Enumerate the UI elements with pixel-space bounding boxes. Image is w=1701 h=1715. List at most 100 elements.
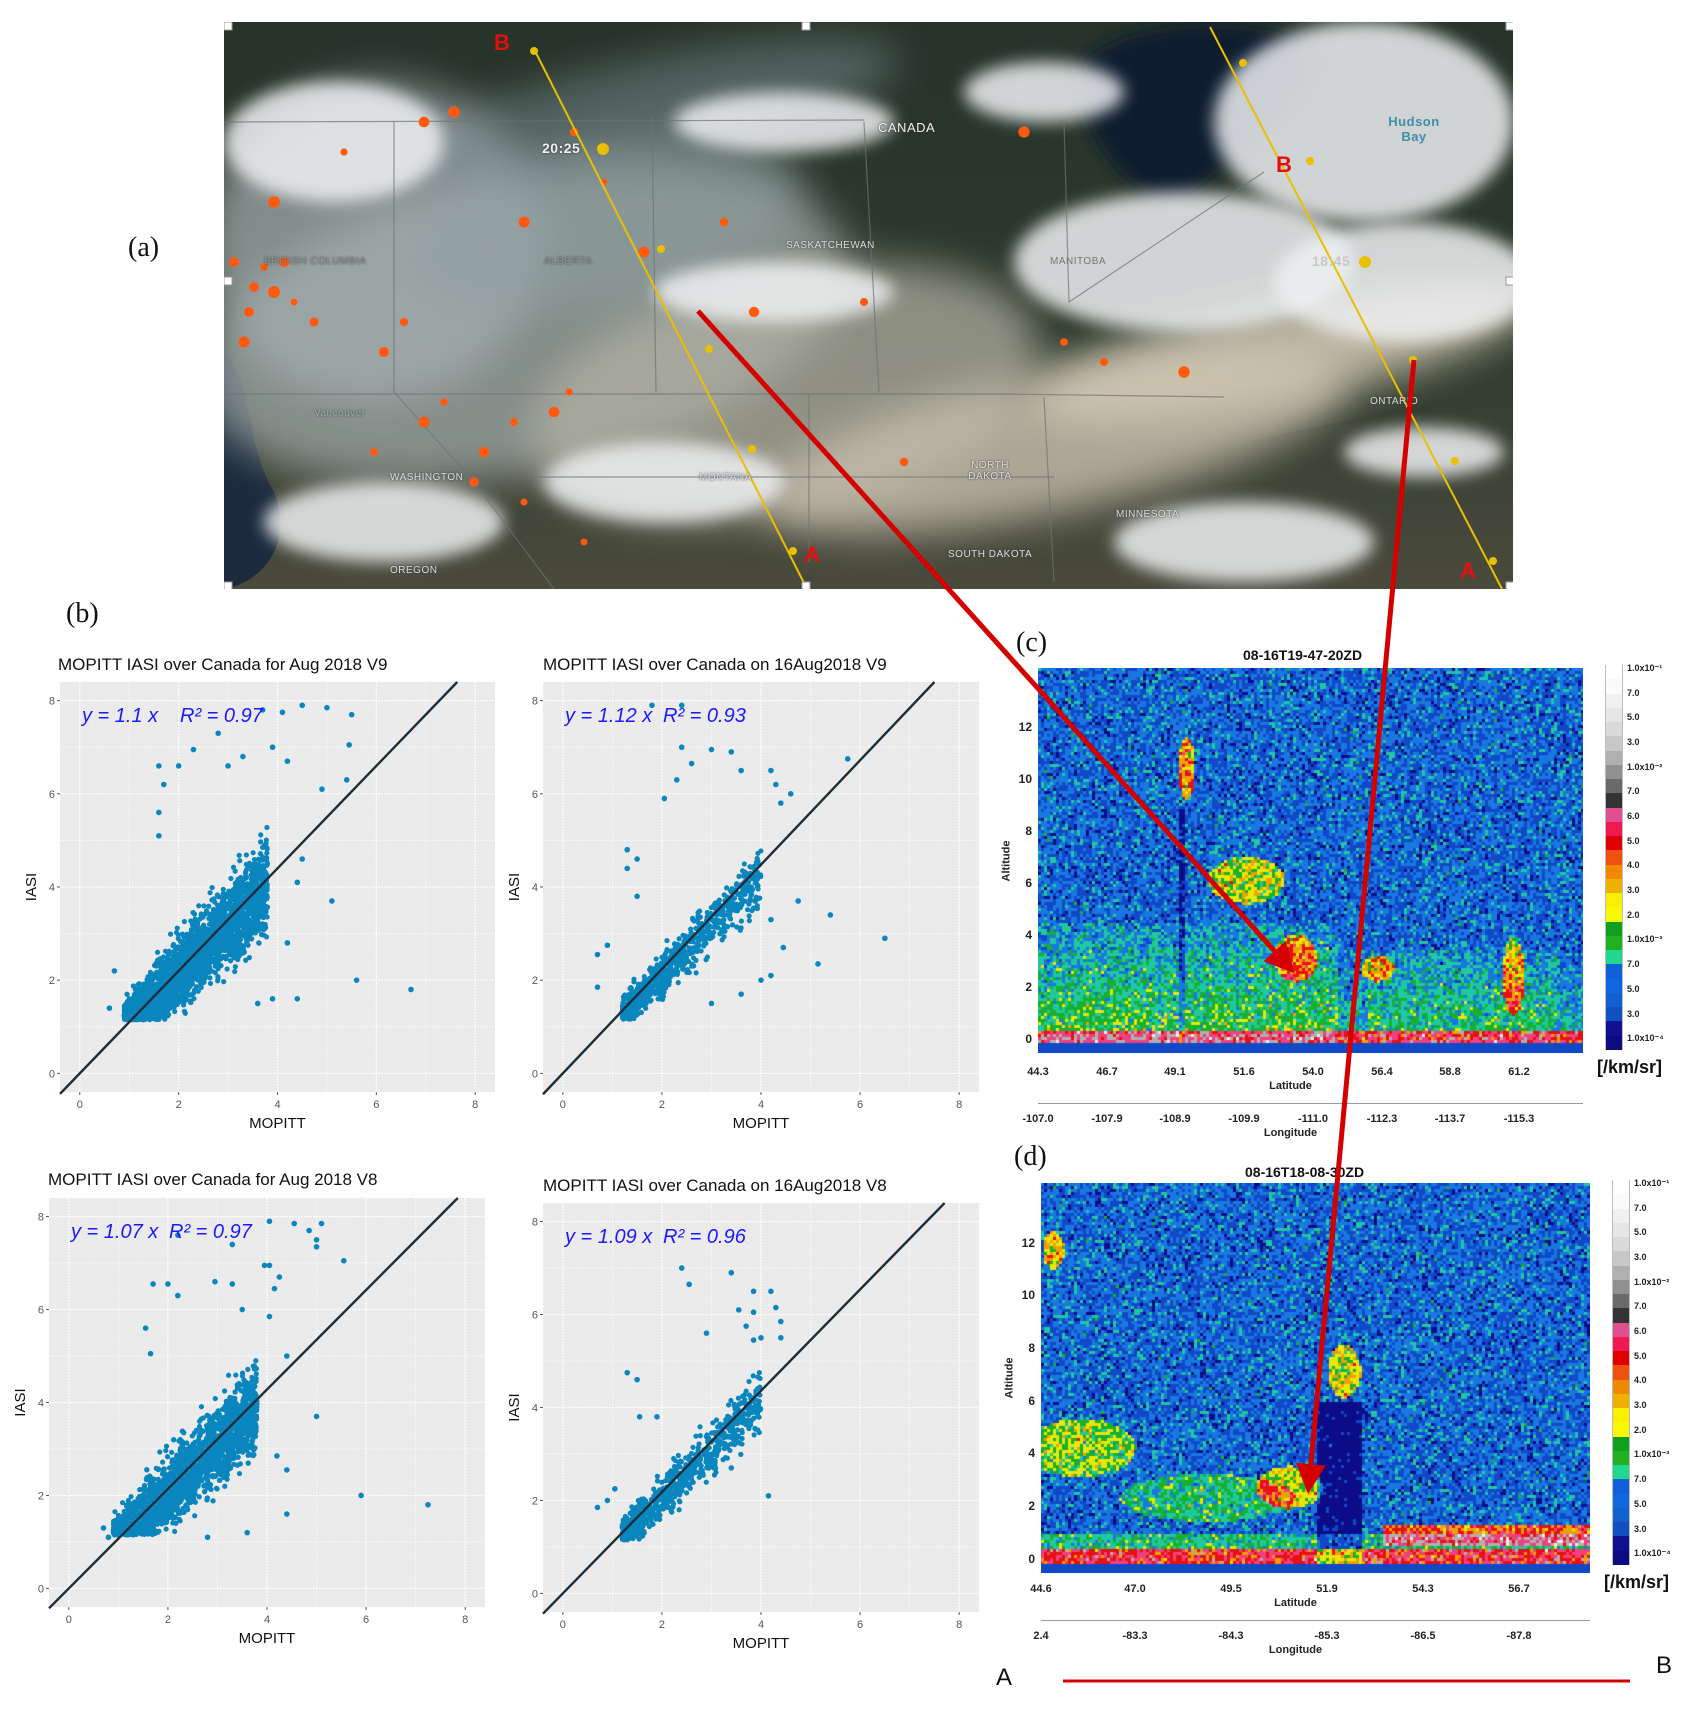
data-point <box>636 1003 642 1009</box>
data-point <box>264 824 270 831</box>
data-point <box>251 856 258 863</box>
data-point <box>220 886 226 892</box>
data-point <box>159 965 166 971</box>
frame-marker <box>1505 21 1515 31</box>
data-point <box>232 917 239 923</box>
track-point <box>597 143 609 155</box>
data-point <box>744 907 751 913</box>
data-point <box>222 1483 228 1489</box>
data-point <box>244 866 250 873</box>
data-point <box>661 795 668 802</box>
data-point <box>173 955 179 962</box>
data-point <box>666 978 672 985</box>
data-point <box>220 900 227 907</box>
y-tick-label: 6 <box>532 789 538 801</box>
data-point <box>704 954 711 960</box>
data-point <box>742 898 748 904</box>
x-axis-label: MOPITT <box>249 1115 306 1132</box>
data-point <box>678 744 685 751</box>
data-point <box>230 864 237 870</box>
data-point <box>196 903 202 909</box>
data-point <box>187 999 193 1005</box>
data-point <box>408 986 414 993</box>
data-point <box>780 944 787 951</box>
data-point <box>269 996 276 1002</box>
fire-hotspot <box>478 446 490 458</box>
fire-hotspot <box>399 317 409 327</box>
y-tick-label: 4 <box>532 882 538 894</box>
data-point <box>177 947 183 953</box>
fire-hotspot <box>520 498 528 506</box>
data-point <box>755 858 761 864</box>
data-point <box>112 1509 118 1515</box>
data-point <box>647 967 653 973</box>
data-point <box>155 1015 162 1022</box>
data-point <box>263 837 269 843</box>
data-point <box>248 863 254 869</box>
frame-marker <box>801 21 811 31</box>
data-point <box>643 1005 649 1011</box>
data-point <box>676 957 682 963</box>
data-point <box>191 990 197 996</box>
data-point <box>190 746 197 753</box>
data-point <box>768 767 774 774</box>
data-point <box>147 986 153 992</box>
fit-equation: y = 1.1 x <box>80 705 159 727</box>
data-point <box>182 983 188 989</box>
data-point <box>236 923 242 930</box>
data-point <box>175 996 181 1002</box>
border-line <box>473 481 555 590</box>
data-point <box>209 897 215 903</box>
data-point <box>250 850 256 856</box>
data-point <box>124 991 130 997</box>
data-point <box>795 898 801 904</box>
data-point <box>201 979 207 985</box>
data-point <box>250 897 256 904</box>
data-point <box>263 905 270 911</box>
data-point <box>673 777 680 783</box>
data-point <box>691 963 697 969</box>
data-point <box>196 1494 202 1500</box>
data-point <box>215 976 221 982</box>
x-tick-label: 2 <box>176 1099 182 1111</box>
border-line <box>1063 121 1265 304</box>
x-tick-label: 2 <box>659 1099 665 1111</box>
data-point <box>708 746 715 753</box>
map-label-washington: WASHINGTON <box>390 472 464 483</box>
data-point <box>259 890 265 897</box>
data-point <box>209 884 215 891</box>
data-point <box>653 956 659 962</box>
fire-hotspot <box>1178 366 1190 378</box>
data-point <box>241 949 247 955</box>
data-point <box>119 1500 126 1506</box>
data-point <box>214 916 220 922</box>
data-point <box>844 756 851 762</box>
data-point <box>188 927 194 933</box>
data-point <box>237 858 243 864</box>
data-point <box>223 893 229 899</box>
data-point <box>224 966 230 972</box>
data-point <box>262 842 268 848</box>
data-point <box>229 923 235 930</box>
data-point <box>179 931 186 937</box>
y-tick-label: 8 <box>532 696 538 708</box>
data-point <box>645 993 651 999</box>
data-point <box>631 1015 637 1022</box>
data-point <box>725 904 731 910</box>
data-point <box>214 1486 220 1492</box>
data-point <box>177 1517 183 1523</box>
data-point <box>190 940 196 947</box>
data-point <box>730 907 736 913</box>
data-point <box>666 968 672 974</box>
data-point <box>694 948 700 954</box>
data-point <box>191 996 197 1002</box>
data-point <box>180 1002 187 1008</box>
data-point <box>170 949 177 955</box>
data-point <box>641 978 648 985</box>
data-point <box>163 959 169 965</box>
data-point <box>687 950 693 957</box>
data-point <box>750 906 756 912</box>
fire-hotspot <box>1060 338 1068 346</box>
data-point <box>174 925 180 931</box>
